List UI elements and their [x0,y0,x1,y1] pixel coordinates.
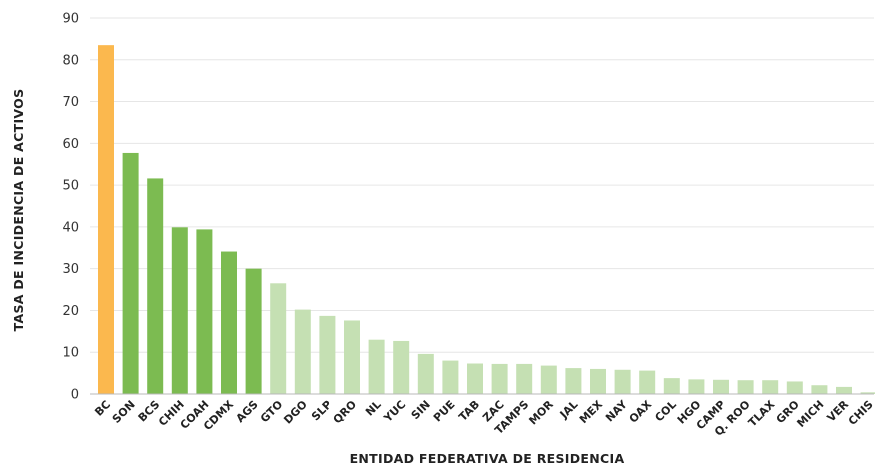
bar [713,379,729,394]
bar [860,392,875,394]
x-tick-label: QRO [331,398,359,426]
bar [417,353,434,394]
bar [688,379,705,394]
bar [590,368,606,394]
x-tick-label: SIN [409,398,433,422]
bar [540,365,557,394]
bar [467,363,483,394]
y-tick-label: 60 [62,137,79,152]
bar [147,178,164,394]
bar [811,385,828,394]
bar [663,378,680,394]
y-tick-label: 40 [62,220,79,235]
x-tick-label: DGO [281,398,310,427]
bar [786,381,803,394]
bar [614,369,631,394]
y-tick-label: 70 [62,95,79,110]
bar [737,380,754,394]
y-axis-ticks: 0 10 20 30 40 50 60 70 80 90 [62,12,79,403]
bar [393,340,410,394]
bar [836,386,852,394]
bar [221,251,237,394]
x-tick-label: AGS [234,398,261,425]
bar [245,268,262,394]
bar [639,370,656,394]
bar [270,283,287,394]
bar [565,368,582,394]
y-tick-label: 10 [62,346,79,361]
x-tick-label: SLP [309,398,334,423]
bar [98,45,114,395]
x-tick-label: SON [110,398,138,426]
bar [122,152,139,394]
x-tick-label: MEX [577,398,606,427]
bar [319,315,336,394]
y-tick-label: 30 [62,262,79,277]
bars [98,45,875,395]
gridlines [90,17,874,353]
bar [762,380,779,394]
x-axis-title: ENTIDAD FEDERATIVA DE RESIDENCIA [350,451,625,466]
bar [491,363,508,394]
x-tick-label: YUC [381,398,409,426]
x-tick-label: OAX [627,398,655,426]
y-tick-label: 50 [62,179,79,194]
y-tick-label: 80 [62,53,79,68]
bar [344,320,360,394]
x-tick-label: TAB [456,398,482,424]
x-tick-label: MICH [794,398,826,430]
x-tick-label: MOR [526,398,556,428]
x-tick-label: GTO [258,398,285,425]
x-tick-label: CHIS [846,398,875,428]
bar [442,360,459,394]
y-tick-label: 90 [62,12,79,27]
bar [196,229,213,394]
y-tick-label: 20 [62,304,79,319]
bar [171,227,188,394]
bar [516,363,533,394]
bar [294,309,311,394]
x-tick-label: PUE [431,398,458,425]
y-axis-title: TASA DE INCIDENCIA DE ACTIVOS [11,89,26,332]
x-tick-label: COL [652,398,678,424]
y-tick-label: 0 [71,388,79,403]
x-tick-label: NAY [603,397,630,424]
x-tick-label: TLAX [746,398,778,430]
bar [368,339,385,394]
